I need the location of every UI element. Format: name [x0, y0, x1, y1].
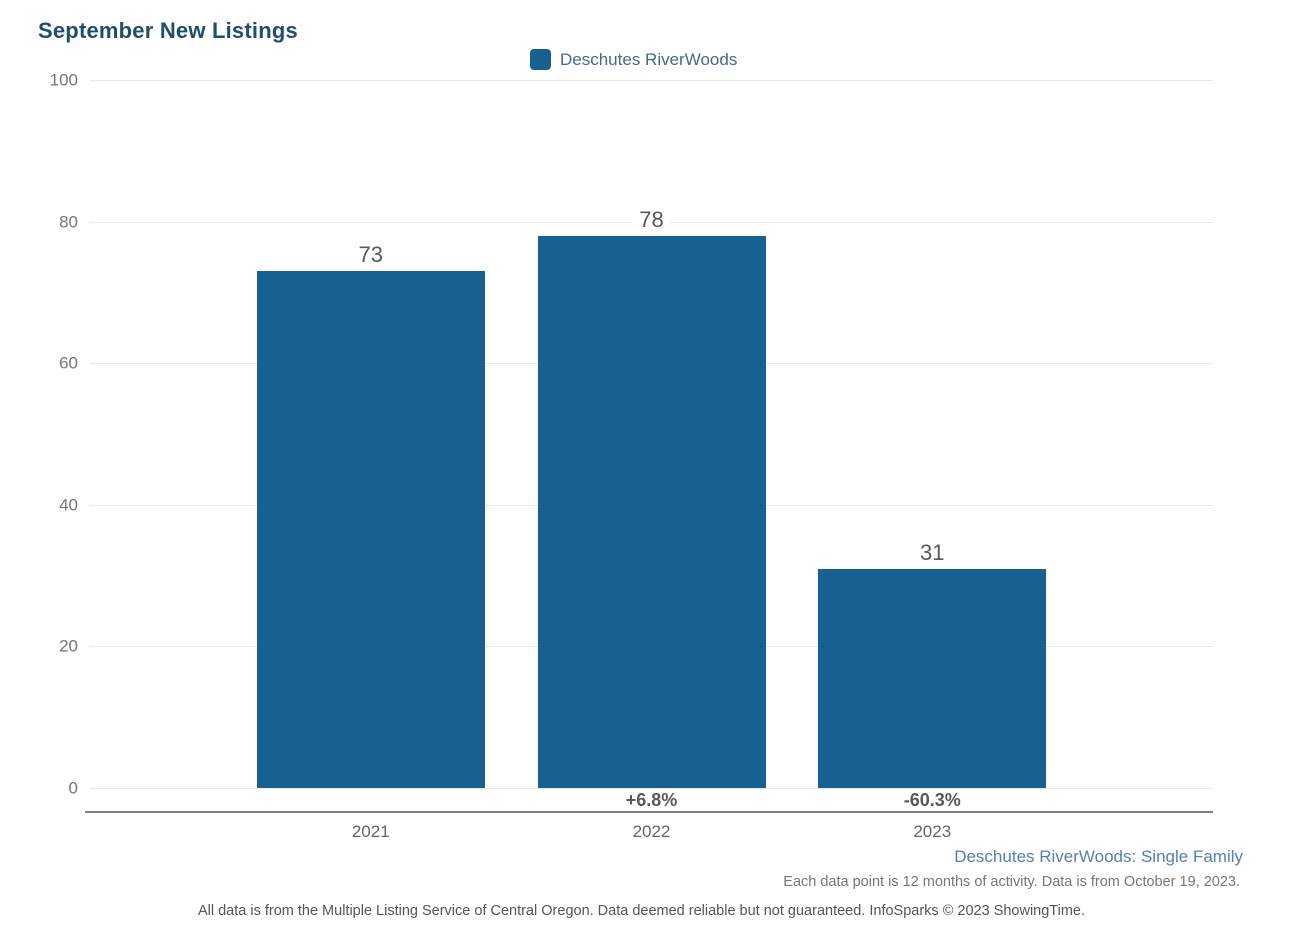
bar-2021[interactable]	[256, 271, 485, 788]
pct-change-label-2022: +6.8%	[625, 790, 678, 810]
bar-value-label-2021: 73	[351, 242, 390, 269]
gridline-y-0	[90, 788, 1213, 789]
y-tick-label-100: 100	[49, 70, 78, 90]
bar-value-label-2023: 31	[913, 539, 952, 566]
y-tick-label-0: 0	[68, 778, 78, 798]
x-tick-label-2021: 2021	[351, 822, 390, 841]
legend-swatch-icon[interactable]	[530, 49, 551, 70]
chart-title: September New Listings	[38, 18, 298, 43]
x-tick-label-2023: 2023	[913, 822, 952, 841]
series-scope-link[interactable]: Deschutes RiverWoods: Single Family	[954, 847, 1243, 866]
legend-label[interactable]: Deschutes RiverWoods	[560, 49, 738, 69]
x-axis-line	[85, 811, 1213, 813]
y-tick-label-60: 60	[59, 353, 78, 373]
gridline-y-100	[90, 80, 1213, 81]
pct-change-label-2023: -60.3%	[903, 790, 961, 810]
bar-value-label-2022: 78	[632, 206, 671, 233]
bar-2023[interactable]	[818, 568, 1047, 788]
y-tick-label-20: 20	[59, 636, 78, 656]
legend: Deschutes RiverWoods	[530, 49, 737, 70]
y-tick-label-80: 80	[59, 212, 78, 232]
bar-2022[interactable]	[537, 235, 766, 788]
data-note: Each data point is 12 months of activity…	[783, 874, 1240, 890]
x-tick-label-2022: 2022	[632, 822, 671, 841]
y-tick-label-40: 40	[59, 495, 78, 515]
disclaimer-text: All data is from the Multiple Listing Se…	[197, 903, 1086, 919]
